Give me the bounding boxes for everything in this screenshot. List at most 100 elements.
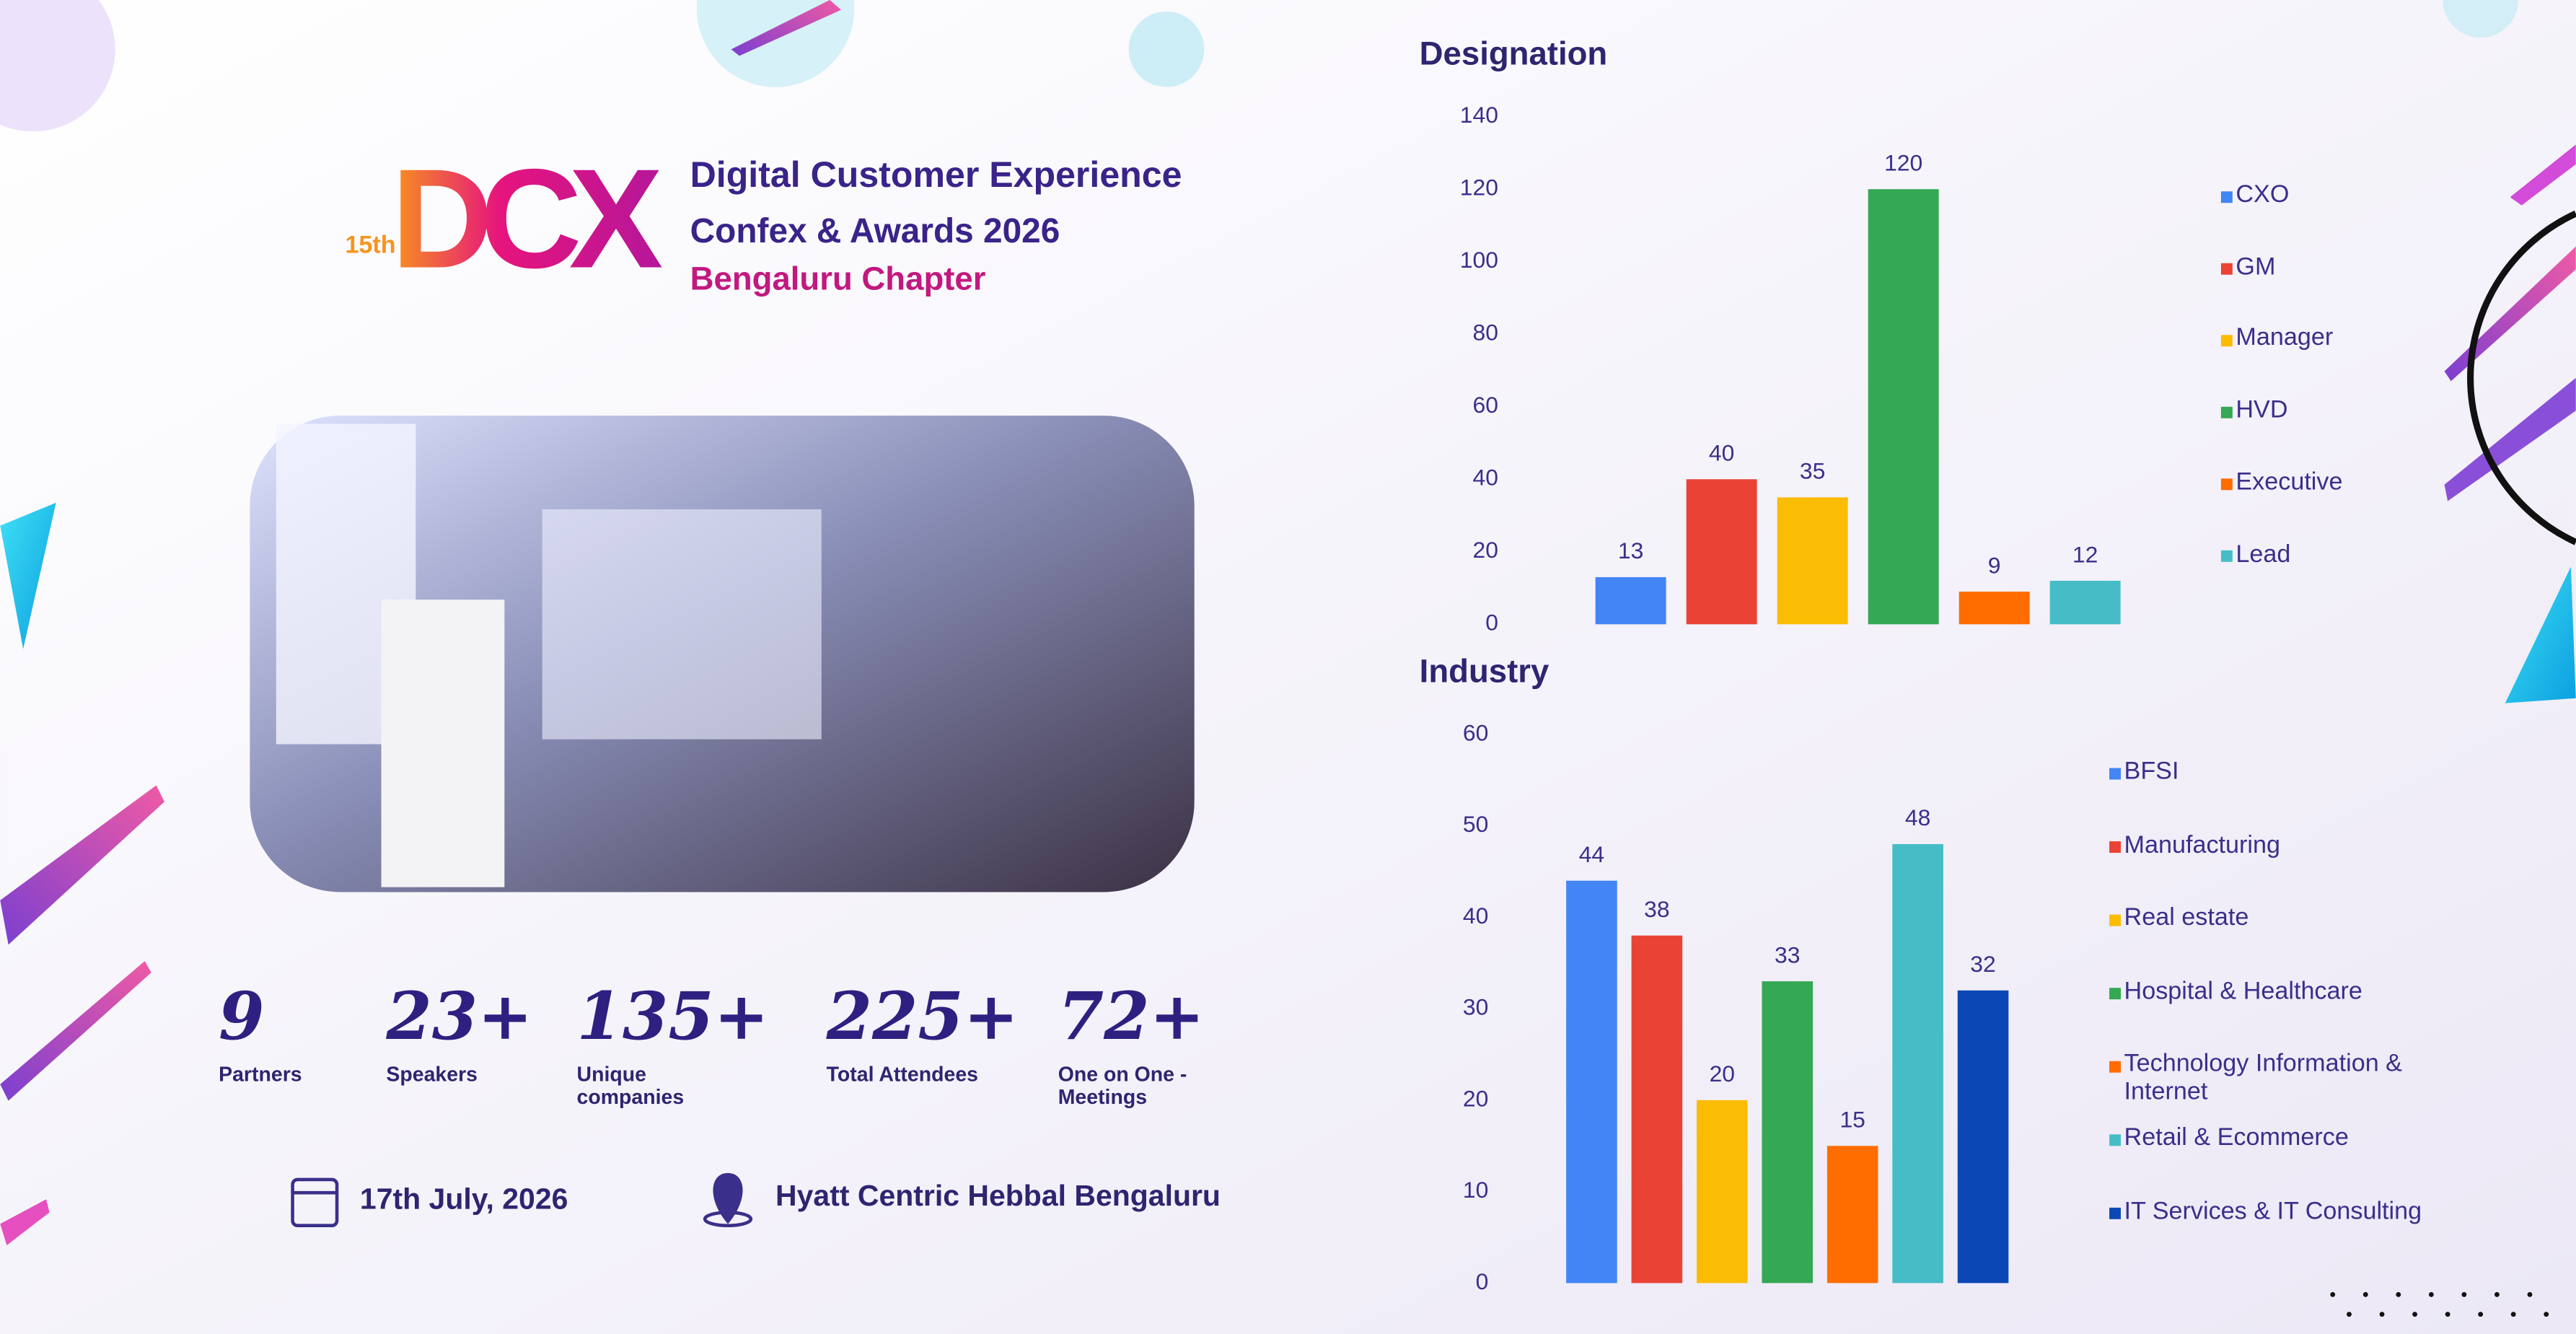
- location-icon: [703, 1211, 753, 1227]
- data-label: 120: [1884, 149, 1922, 175]
- title-line: Confex & Awards 2026: [690, 212, 1060, 250]
- logo: DCX: [391, 141, 661, 298]
- data-label: 15: [1839, 1107, 1865, 1133]
- data-label: 32: [1970, 951, 1995, 977]
- data-label: 48: [1905, 804, 1930, 830]
- legend-label-box: CXO: [2236, 183, 2289, 208]
- legend-swatch: [2220, 550, 2233, 562]
- legend-swatch: [2220, 263, 2233, 275]
- legend-label: GM: [2236, 254, 2276, 281]
- stat-value: 72+: [1058, 978, 1205, 1055]
- stat-label: Total Attendees: [826, 1064, 978, 1087]
- legend-label: BFSI: [2124, 759, 2179, 786]
- photo-screen: [542, 509, 822, 740]
- data-label: 20: [1710, 1061, 1735, 1087]
- stat-value: 23+: [385, 978, 532, 1055]
- stat-label: Partners: [219, 1064, 302, 1087]
- event-venue: Hyatt Centric Hebbal Bengaluru: [775, 1179, 1221, 1212]
- stat-value: 225+: [826, 978, 1019, 1055]
- data-label: 44: [1579, 841, 1604, 867]
- decor-arc: [2467, 210, 2576, 545]
- decor-stripe: [0, 785, 164, 945]
- bar: [2049, 580, 2121, 625]
- y-tick-label: 50: [1463, 811, 1488, 837]
- legend-label-box: BFSI: [2124, 759, 2179, 786]
- photo-podium: [381, 600, 505, 887]
- title-line: Digital Customer Experience: [690, 154, 1182, 195]
- legend-label: HVD: [2236, 398, 2288, 424]
- y-tick-label: 140: [1460, 102, 1498, 128]
- decor-stripe: [2510, 144, 2576, 206]
- y-tick-label: 20: [1463, 1085, 1488, 1111]
- data-label: 33: [1775, 942, 1800, 967]
- decor-stripe: [731, 0, 842, 56]
- legend-label: Lead: [2236, 541, 2291, 568]
- decor-circle: [1128, 11, 1205, 87]
- stat-label: Unique companies: [576, 1064, 685, 1109]
- data-label: 13: [1618, 537, 1643, 563]
- bar: [1892, 843, 1943, 1283]
- decor-triangle: [0, 502, 56, 649]
- legend-label: Executive: [2236, 469, 2343, 496]
- bar: [1566, 880, 1617, 1283]
- legend-swatch: [2109, 914, 2121, 926]
- y-tick-label: 100: [1460, 247, 1498, 273]
- legend-label: Hospital & Healthcare: [2124, 978, 2362, 1006]
- y-tick-label: 30: [1463, 994, 1488, 1020]
- decor-dots: [2330, 1291, 2549, 1317]
- data-label: 35: [1800, 458, 1825, 484]
- legend-label: Technology Information & Internet: [2124, 1052, 2402, 1106]
- legend-label: Retail & Ecommerce: [2124, 1125, 2349, 1152]
- legend-label: Manager: [2236, 325, 2334, 353]
- legend-swatch: [2109, 1207, 2121, 1219]
- bar: [1959, 592, 2030, 625]
- bar: [1595, 576, 1666, 625]
- stat-label: One on One - Meetings: [1058, 1064, 1187, 1109]
- legend-swatch: [2220, 406, 2233, 418]
- y-tick-label: 0: [1485, 610, 1498, 636]
- legend-label-box: Technology Information & Internet: [2124, 1052, 2402, 1106]
- event-date: 17th July, 2026: [360, 1182, 568, 1215]
- legend-label-box: Manager: [2236, 325, 2334, 353]
- legend-label-box: IT Services & IT Consulting: [2124, 1198, 2422, 1224]
- stat-label-box: Total Attendees: [826, 1064, 978, 1087]
- legend-label-box: GM: [2236, 254, 2276, 281]
- y-tick-label: 80: [1473, 320, 1498, 346]
- edition: 15th: [345, 232, 395, 259]
- data-label: 38: [1644, 896, 1669, 922]
- legend-label-box: Lead: [2236, 541, 2291, 568]
- legend-swatch: [2109, 1134, 2121, 1146]
- decor-circle: [696, 0, 855, 87]
- data-label: 12: [2072, 541, 2098, 567]
- bar: [1631, 935, 1683, 1283]
- bar: [1762, 981, 1814, 1283]
- bar: [1868, 189, 1939, 625]
- legend-swatch: [2220, 191, 2233, 203]
- y-tick-label: 60: [1463, 719, 1488, 745]
- stat-label-box: One on One - Meetings: [1058, 1064, 1187, 1109]
- legend-label: Manufacturing: [2124, 832, 2281, 859]
- decor-stripe: [0, 1199, 50, 1246]
- chart-title: Industry: [1420, 653, 1549, 690]
- stat-label-box: Partners: [219, 1064, 302, 1087]
- data-label: 9: [1988, 552, 2001, 578]
- calendar-icon: [291, 1177, 339, 1227]
- chart: Industry 0 10 20 30 40 50 60 44 38 20 33 15 48 32 BFSI M…: [1420, 653, 2422, 1294]
- decor-stripe: [2444, 246, 2576, 382]
- legend-swatch: [2109, 841, 2121, 854]
- y-tick-label: 40: [1463, 903, 1488, 929]
- decor-stripe: [2444, 377, 2576, 501]
- stat-label: Speakers: [386, 1064, 478, 1087]
- legend-label-box: Manufacturing: [2124, 832, 2281, 859]
- stat-value: 9: [219, 978, 264, 1055]
- y-tick-label: 60: [1473, 392, 1498, 418]
- stat-label-box: Speakers: [386, 1064, 478, 1087]
- legend-swatch: [2220, 478, 2233, 491]
- legend-label-box: Real estate: [2124, 905, 2249, 931]
- y-tick-label: 20: [1473, 537, 1498, 563]
- y-tick-label: 120: [1460, 175, 1498, 201]
- bar: [1957, 990, 2009, 1283]
- bar: [1686, 479, 1757, 625]
